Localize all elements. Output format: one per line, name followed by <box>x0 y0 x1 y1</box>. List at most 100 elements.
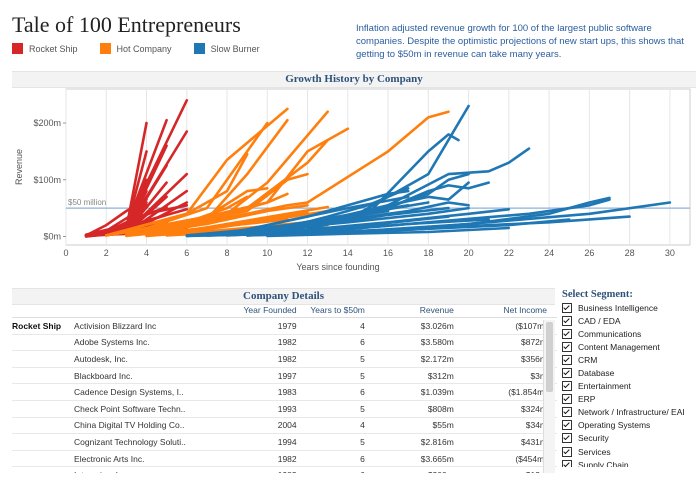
segment-label: Content Management <box>578 341 660 352</box>
header-net-income[interactable]: Net Income <box>461 303 557 318</box>
segment-checkbox[interactable] <box>562 381 572 392</box>
series-line[interactable] <box>125 121 269 237</box>
scrollbar-thumb[interactable] <box>546 322 553 392</box>
table-row[interactable]: Electronic Arts Inc. 1982 6 $3.665m ($454m) <box>12 450 557 468</box>
table-row[interactable]: Autodesk, Inc. 1982 5 $2.172m $356m <box>12 350 557 368</box>
series-line[interactable] <box>125 213 249 237</box>
segment-option[interactable]: Content Management <box>562 340 698 353</box>
series-line[interactable] <box>306 110 450 204</box>
segment-option[interactable]: Communications <box>562 327 698 340</box>
segment-option[interactable]: ERP <box>562 393 698 406</box>
header-segment <box>12 303 75 318</box>
segment-option[interactable]: Entertainment <box>562 380 698 393</box>
cell-year-founded: 1997 <box>229 367 305 385</box>
series-line[interactable] <box>185 206 470 237</box>
legend-swatch <box>12 43 23 54</box>
segment-checkbox[interactable] <box>562 368 572 379</box>
segment-checkbox[interactable] <box>562 315 572 326</box>
legend-label: Hot Company <box>116 43 172 54</box>
cell-years-to-50m: 6 <box>304 383 373 401</box>
legend-item-rocket-ship[interactable]: Rocket Ship <box>12 43 78 54</box>
cell-year-founded: 1983 <box>229 466 305 473</box>
cell-years-to-50m: 6 <box>304 466 373 473</box>
header-years-to-50m[interactable]: Years to $50m <box>304 303 373 318</box>
y-tick-label: $200m <box>33 118 61 128</box>
header-revenue[interactable]: Revenue <box>372 303 462 318</box>
cell-year-founded: 1982 <box>229 350 305 368</box>
series-line[interactable] <box>105 152 249 237</box>
segment-filter-list: Business Intelligence CAD / EDA Communicat… <box>562 301 698 467</box>
segment-checkbox[interactable] <box>562 459 572 467</box>
x-tick-label: 26 <box>584 248 594 258</box>
table-row[interactable]: Rocket Ship Activision Blizzard Inc 1979 4 $… <box>12 317 557 335</box>
cell-year-founded: 1994 <box>229 433 305 451</box>
cell-net-income: ($1.854m) <box>461 383 557 401</box>
segment-option[interactable]: CRM <box>562 353 698 366</box>
series-line[interactable] <box>266 226 511 238</box>
cell-company: Cadence Design Systems, I.. <box>74 383 230 401</box>
legend-label: Rocket Ship <box>29 43 78 54</box>
segment-checkbox[interactable] <box>562 341 572 352</box>
table-row[interactable]: Blackboard Inc. 1997 5 $312m $3m <box>12 367 557 385</box>
segment-option[interactable]: CAD / EDA <box>562 314 698 327</box>
x-tick-label: 18 <box>423 248 433 258</box>
legend-item-hot-company[interactable]: Hot Company <box>99 43 172 54</box>
cell-company: Activision Blizzard Inc <box>74 317 230 335</box>
cell-year-founded: 1982 <box>229 334 305 352</box>
segment-filter-title: Select Segment: <box>562 289 633 300</box>
segment-label: Operating Systems <box>578 420 651 431</box>
cell-revenue: $2.172m <box>372 350 462 368</box>
cell-segment <box>12 350 75 368</box>
segment-option[interactable]: Services <box>562 445 698 458</box>
table-row[interactable]: Adobe Systems Inc. 1982 6 $3.580m $872m <box>12 334 557 352</box>
x-tick-label: 20 <box>464 248 474 258</box>
cell-revenue: $3.665m <box>372 450 462 468</box>
cell-segment <box>12 334 75 352</box>
x-tick-label: 28 <box>625 248 635 258</box>
y-axis-label: Revenue <box>14 149 24 185</box>
cell-year-founded: 1983 <box>229 383 305 401</box>
cell-revenue: $808m <box>372 400 462 418</box>
table-row[interactable]: Check Point Software Techn.. 1993 5 $808m $3… <box>12 400 557 418</box>
segment-option[interactable]: Security <box>562 432 698 445</box>
cell-revenue: $1.039m <box>372 383 462 401</box>
series-line[interactable] <box>125 218 289 238</box>
cell-years-to-50m: 6 <box>304 334 373 352</box>
x-tick-label: 2 <box>104 248 109 258</box>
segment-checkbox[interactable] <box>562 446 572 457</box>
segment-label: Network / Infrastructure/ EAI <box>578 407 685 418</box>
cell-company: Cognizant Technology Soluti.. <box>74 433 230 451</box>
y-tick-label: $0m <box>43 231 61 241</box>
series-line[interactable] <box>84 198 148 237</box>
segment-checkbox[interactable] <box>562 420 572 431</box>
segment-checkbox[interactable] <box>562 354 572 365</box>
segment-option[interactable]: Business Intelligence <box>562 301 698 314</box>
legend-item-slow-burner[interactable]: Slow Burner <box>193 43 260 54</box>
table-row[interactable]: China Digital TV Holding Co.. 2004 4 $55m $3… <box>12 417 557 435</box>
x-tick-label: 12 <box>303 248 313 258</box>
details-table: Year Founded Years to $50m Revenue Net I… <box>12 303 557 473</box>
series-line[interactable] <box>125 201 309 237</box>
segment-option[interactable]: Supply Chain <box>562 458 698 467</box>
segment-checkbox[interactable] <box>562 433 572 444</box>
x-tick-label: 10 <box>262 248 272 258</box>
growth-chart[interactable]: $50 million 0 2 4 6 8 10 12 14 16 18 20 22 24 26 28 30$… <box>0 87 700 277</box>
series-line[interactable] <box>105 195 249 237</box>
header-year-founded[interactable]: Year Founded <box>229 303 305 318</box>
table-row[interactable]: Cognizant Technology Soluti.. 1994 5 $2.816… <box>12 433 557 451</box>
segment-option[interactable]: Network / Infrastructure/ EAI <box>562 406 698 419</box>
table-scrollbar[interactable] <box>543 320 555 473</box>
cell-company: China Digital TV Holding Co.. <box>74 417 230 435</box>
cell-net-income: $356m <box>461 350 557 368</box>
segment-option[interactable]: Operating Systems <box>562 419 698 432</box>
cell-years-to-50m: 5 <box>304 433 373 451</box>
cell-company: Check Point Software Techn.. <box>74 400 230 418</box>
segment-checkbox[interactable] <box>562 394 572 405</box>
segment-option[interactable]: Database <box>562 366 698 379</box>
segment-checkbox[interactable] <box>562 302 572 313</box>
segment-checkbox[interactable] <box>562 328 572 339</box>
table-row[interactable]: Cadence Design Systems, I.. 1983 6 $1.039m(… <box>12 383 557 401</box>
series-line[interactable] <box>185 223 390 238</box>
segment-checkbox[interactable] <box>562 407 572 418</box>
